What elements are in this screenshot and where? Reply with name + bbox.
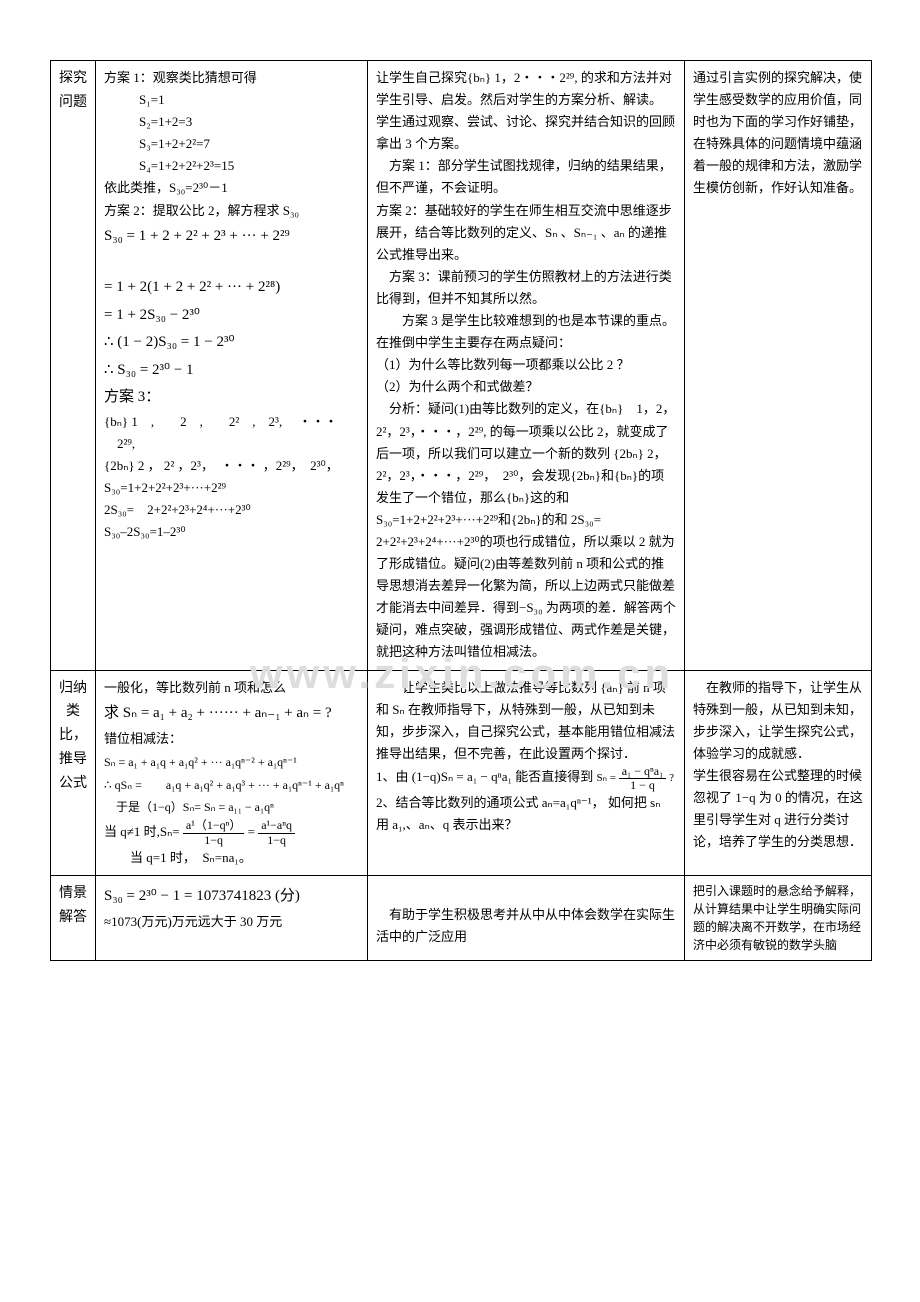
r2c1-l2: 错位相减法： [104, 731, 182, 746]
row3-col1: S₃₀ = 2³⁰ − 1 = 1073741823 (分) ≈1073(万元)… [96, 875, 368, 960]
r1c1-l3: S₃=1+2+2²=7 [104, 133, 359, 155]
r1c1-l5: 依此类推，S₃₀=2³⁰－1 [104, 180, 228, 195]
r1c3-l0: 通过引言实例的探究解决，使学生感受数学的应用价值，同时也为下面的学习作好铺垫，在… [693, 70, 862, 195]
r1c1-l15: {2bₙ} 2 ， 2² ，2³， ・・・ ，2²⁹， 2³⁰， S₃₀=1+2… [104, 458, 339, 495]
r2c2-frac-den: 1 − q [619, 779, 667, 792]
row3-col3: 把引入课题时的悬念给予解释，从计算结果中让学生明确实际问题的解决离不开数学，在市… [685, 875, 872, 960]
r3c1-l1: ≈1073(万元)万元远大于 30 万元 [104, 914, 282, 929]
r1c2-l5: 方案 3 是学生比较难想到的也是本节课的重点。 [376, 313, 675, 328]
r3c1-l0: S₃₀ = 2³⁰ − 1 = 1073741823 (分) [104, 884, 359, 910]
r3c3-l0: 把引入课题时的悬念给予解释，从计算结果中让学生明确实际问题的解决离不开数学，在市… [693, 884, 861, 952]
frac-eq: = [248, 824, 259, 839]
r2c3-l1: 学生很容易在公式整理的时候忽视了 1−q 为 0 的情况，在这里引导学生对 q … [693, 768, 863, 849]
frac-prefix: 当 q≠1 时,Sₙ= [104, 824, 180, 839]
r1c1-l1: S₁=1 [104, 89, 359, 111]
r1c1-l17: S₃₀–2S₃₀=1–2³⁰ [104, 524, 186, 539]
r2c1-l0: 一般化，等比数列前 n 项和怎么 [104, 680, 286, 695]
r1c2-l9: 分析：疑问(1)由等比数列的定义，在{bₙ} 1，2，2²，2³，・・・，2²⁹… [376, 401, 676, 659]
frac-num1: a¹（1−qⁿ） [183, 819, 244, 833]
r1c2-l2: 方案 1：部分学生试图找规律，归纳的结果结果，但不严谨，不会证明。 [376, 158, 672, 195]
r1c2-l7: （1）为什么等比数列每一项都乘以公比 2 ？ [376, 357, 630, 372]
r1c1-l6: 方案 2：提取公比 2，解方程求 S₃₀ [104, 203, 299, 218]
r1c1-l12: ∴ S₃₀ = 2³⁰ − 1 [104, 358, 359, 384]
r1c1-l0: 方案 1：观察类比猜想可得 [104, 70, 257, 85]
r2c2-a: 让学生类比以上做法推导等比数列 {aₙ} 前 n 项和 Sₙ 在教师指导下，从特… [376, 680, 675, 761]
frac-den2: 1−q [258, 834, 295, 847]
r2c1-tail: 当 q=1 时， Sₙ=na₁。 [104, 850, 252, 865]
r2c1-l3: Sₙ = a₁ + a₁q + a₁q² + ··· a₁qⁿ⁻² + a₁qⁿ… [104, 752, 359, 772]
r1c2-l6: 在推倒中学生主要存在两点疑问： [376, 335, 571, 350]
r1c1-l16: 2S₃₀= 2+2²+2³+2⁴+···+2³⁰ [104, 502, 251, 517]
r2c2-i1p: 1、由 (1−q)Sₙ = a₁ − qⁿa₁ 能否直接得到 [376, 769, 597, 784]
r2c2-frac-suf: ? [669, 772, 674, 784]
r2c1-l1: 求 Sₙ = a₁ + a₂ + ······ + aₙ₋₁ + aₙ = ? [104, 701, 359, 727]
r1c2-l4: 方案 3：课前预习的学生仿照教材上的方法进行类比得到，但并不知其所以然。 [376, 269, 672, 306]
lesson-table: 探究问题 方案 1：观察类比猜想可得 S₁=1 S₂=1+2=3 S₃=1+2+… [50, 60, 872, 961]
row2-col3: 在教师的指导下，让学生从特殊到一般，从已知到未知，步步深入，让学生探究公式，体验… [685, 670, 872, 875]
r2c1-l5: 于是（1−q）Sₙ= Sₙ = a₁₁ − a₁qⁿ [104, 797, 359, 817]
row2-col1: 一般化，等比数列前 n 项和怎么 求 Sₙ = a₁ + a₂ + ······… [96, 670, 368, 875]
frac-num2: a¹−aⁿq [258, 819, 295, 833]
r2c2-i2: 2、结合等比数列的通项公式 aₙ=a₁qⁿ⁻¹， 如何把 sₙ 用 a₁,、aₙ… [376, 795, 660, 832]
row1-col3: 通过引言实例的探究解决，使学生感受数学的应用价值，同时也为下面的学习作好铺垫，在… [685, 61, 872, 671]
r1c1-l4: S₄=1+2+2²+2³=15 [104, 155, 359, 177]
row3-label: 情景解答 [51, 875, 96, 960]
r2c2-frac-num: a₁ − qⁿa₁ [619, 765, 667, 779]
r1c2-l1: 学生通过观察、尝试、讨论、探究并结合知识的回顾拿出 3 个方案。 [376, 114, 675, 151]
r1c1-l14: {bₙ} 1 , 2 , 2² , 2³, ・・・ 2²⁹, [104, 414, 337, 451]
r1c2-l0: 让学生自己探究{bₙ} 1，2・・・2²⁹, 的求和方法并对学生引导、启发。然后… [376, 70, 672, 107]
r1c2-l3: 方案 2：基础较好的学生在师生相互交流中思维逐步展开，结合等比数列的定义、Sₙ … [376, 203, 672, 262]
r1c2-l8: （2）为什么两个和式做差？ [376, 379, 539, 394]
r1c1-l7: S₃₀ = 1 + 2 + 2² + 2³ + ··· + 2²⁹ [104, 224, 359, 250]
row1-col2: 让学生自己探究{bₙ} 1，2・・・2²⁹, 的求和方法并对学生引导、启发。然后… [368, 61, 685, 671]
r1c1-l2: S₂=1+2=3 [104, 111, 359, 133]
r1c1-l9: = 1 + 2(1 + 2 + 2² + ··· + 2²⁸) [104, 275, 359, 301]
frac-den1: 1−q [183, 834, 244, 847]
r3c2-l1: 有助于学生积极思考并从中从中体会数学在实际生活中的广泛应用 [376, 907, 675, 944]
row1-label: 探究问题 [51, 61, 96, 671]
r1c1-l13: 方案 3： [104, 389, 160, 405]
r1c1-l10: = 1 + 2S₃₀ − 2³⁰ [104, 303, 359, 329]
r2c1-l4: ∴ qSₙ = a₁q + a₁q² + a₁q³ + ··· + a₁qⁿ⁻¹… [104, 775, 359, 795]
r2c1-fracline: 当 q≠1 时,Sₙ= a¹（1−qⁿ）1−q = a¹−aⁿq1−q [104, 824, 295, 839]
row2-label: 归纳类比，推导公式 [51, 670, 96, 875]
row3-col2: 有助于学生积极思考并从中从中体会数学在实际生活中的广泛应用 [368, 875, 685, 960]
r2c3-l0: 在教师的指导下，让学生从特殊到一般，从已知到未知，步步深入，让学生探究公式，体验… [693, 680, 862, 761]
row2-col2: 让学生类比以上做法推导等比数列 {aₙ} 前 n 项和 Sₙ 在教师指导下，从特… [368, 670, 685, 875]
r1c1-l11: ∴ (1 − 2)S₃₀ = 1 − 2³⁰ [104, 330, 359, 356]
r2c2-frac-lab: Sₙ = [597, 772, 619, 784]
row1-col1: 方案 1：观察类比猜想可得 S₁=1 S₂=1+2=3 S₃=1+2+2²=7 … [96, 61, 368, 671]
